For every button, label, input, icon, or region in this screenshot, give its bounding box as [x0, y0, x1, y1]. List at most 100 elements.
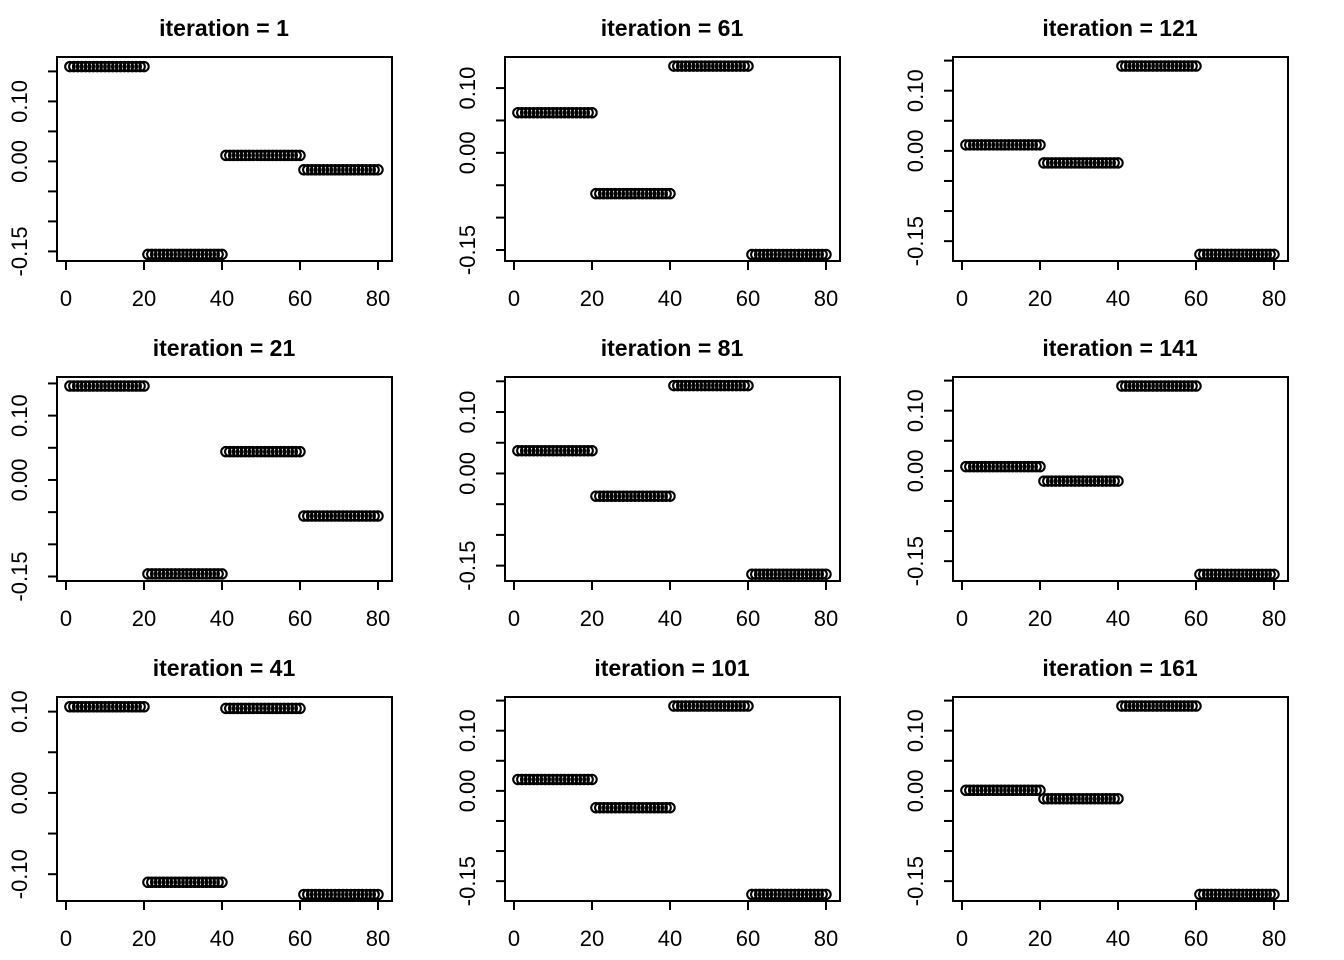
data-point-circle: [1034, 460, 1046, 473]
data-point-circle: [718, 379, 731, 392]
data-point-circle: [1256, 248, 1269, 261]
data-point-circle: [227, 702, 240, 715]
data-point-circle: [126, 380, 139, 392]
data-point-circle: [91, 380, 103, 392]
data-point-circle: [691, 700, 704, 712]
data-point-circle: [574, 444, 587, 457]
data-point-circle: [204, 876, 217, 889]
data-point-circle: [1166, 60, 1179, 72]
chart-canvas: iteration = 1 0 20 40 60 80 0.10 0.00 -0.15: [7, 15, 393, 311]
data-point-circle: [722, 60, 735, 72]
data-point-circle: [122, 380, 135, 392]
data-point-circle: [1248, 888, 1261, 901]
data-point-circle: [1159, 60, 1171, 72]
data-point-circle: [1104, 475, 1116, 487]
data-point-circle: [243, 445, 256, 458]
x-axis-tick-label: 0: [508, 926, 520, 951]
data-point-circle: [648, 801, 661, 814]
data-point-circle: [512, 106, 524, 119]
data-point-circle: [1256, 888, 1269, 901]
data-point-circle: [1159, 700, 1171, 712]
chart-canvas: iteration = 141 0 20 40 60 80 0.10 0.00 -0.15: [903, 335, 1289, 631]
data-point-circle: [313, 510, 326, 522]
data-point-circle: [177, 568, 189, 580]
y-axis-tick-label: -0.15: [7, 226, 32, 276]
data-point-circle: [812, 568, 824, 580]
data-point-circle: [967, 784, 980, 797]
data-point-circle: [348, 888, 361, 901]
data-point-circle: [1049, 475, 1062, 487]
data-point-circle: [1022, 460, 1035, 473]
data-point-circle: [664, 801, 676, 814]
data-point-circle: [582, 106, 594, 119]
data-point-circle: [1073, 475, 1085, 487]
data-point-circle: [290, 702, 302, 715]
data-point-circle: [1108, 475, 1120, 487]
data-point-circle: [1244, 888, 1257, 901]
data-point-circle: [804, 248, 817, 261]
data-point-circle: [578, 773, 590, 786]
data-point-circle: [1116, 380, 1128, 392]
data-point-circle: [726, 60, 739, 72]
data-point-circle: [512, 444, 524, 457]
data-point-circle: [216, 876, 228, 889]
data-point-circle: [995, 460, 1007, 473]
data-point-circle: [656, 801, 668, 814]
data-point-circle: [274, 445, 287, 458]
data-point-circle: [1010, 139, 1023, 151]
data-point-circle: [597, 187, 610, 200]
data-point-circle: [1213, 888, 1226, 901]
data-point-circle: [636, 490, 649, 502]
data-point-circle: [1045, 157, 1058, 169]
data-point-circle: [107, 60, 119, 73]
data-point-circle: [656, 490, 668, 502]
data-point-circle: [185, 248, 197, 261]
data-point-circle: [777, 248, 789, 261]
data-point-circle: [1237, 248, 1249, 261]
data-point-circle: [224, 149, 236, 162]
data-point-circle: [243, 702, 256, 715]
data-point-circle: [1096, 157, 1109, 169]
data-point-circle: [309, 888, 322, 901]
x-axis-tick-label: 20: [580, 286, 604, 311]
data-point-circle: [1182, 60, 1194, 72]
data-point-circle: [757, 248, 770, 261]
data-point-circle: [675, 60, 688, 72]
plot-box: [504, 376, 841, 582]
x-axis-tick-label: 80: [814, 606, 838, 631]
data-point-circle: [1178, 700, 1191, 712]
data-point-circle: [660, 490, 672, 502]
data-point-circle: [352, 164, 365, 176]
data-point-circle: [1026, 139, 1038, 151]
data-point-circle: [975, 460, 988, 473]
data-point-circle: [1096, 792, 1109, 805]
data-point-circle: [1073, 792, 1085, 805]
data-point-circle: [960, 139, 972, 151]
y-axis-tick-label: -0.15: [903, 216, 928, 266]
data-point-circle: [531, 773, 544, 786]
data-point-circle: [64, 700, 76, 713]
data-point-circle: [1151, 700, 1163, 712]
data-point-circle: [1213, 568, 1226, 581]
data-point-circle: [1077, 792, 1089, 805]
data-point-circle: [1155, 380, 1167, 392]
data-point-circle: [1264, 568, 1276, 581]
plot-box: [504, 56, 841, 262]
data-point-circle: [259, 149, 271, 162]
data-point-circle: [960, 460, 972, 473]
plot-box: [56, 376, 393, 582]
data-point-circle: [333, 164, 345, 176]
data-point-circle: [652, 801, 665, 814]
data-point-circle: [761, 568, 774, 580]
data-point-circle: [753, 568, 766, 580]
data-point-circle: [1018, 139, 1031, 151]
data-point-circle: [558, 773, 571, 786]
data-point-circle: [110, 380, 123, 392]
x-axis-tick-label: 40: [210, 606, 234, 631]
data-point-circle: [1229, 888, 1241, 901]
data-point-circle: [1053, 157, 1066, 169]
data-point-circle: [742, 60, 754, 72]
data-point-circle: [192, 876, 205, 889]
data-point-circle: [1233, 568, 1245, 581]
data-point-circle: [644, 801, 657, 814]
